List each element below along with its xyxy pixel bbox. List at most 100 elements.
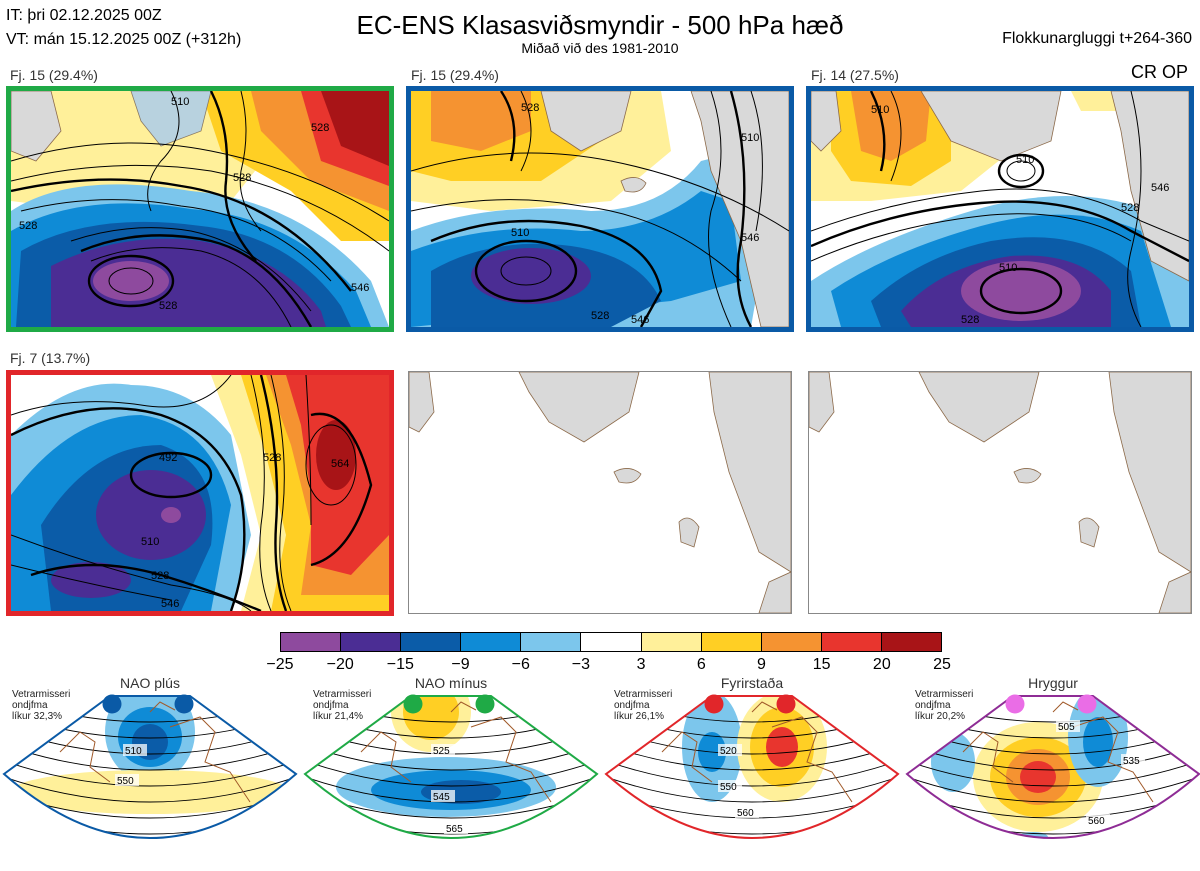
colorbar-segment [520,633,581,651]
colorbar-tick-label: −15 [386,656,414,673]
valid-time: VT: mán 15.12.2025 00Z (+312h) [6,31,242,48]
cluster-map-3: 510 510 528 546 510 528 [806,86,1194,332]
colorbar-tick-label: −3 [571,656,591,673]
regime-marker-dot [1005,694,1025,714]
regime-map-3: 520 550 560 Fyrirstaða Vetrarmisseri ondjfma l… [602,672,902,870]
regime-info-line: Vetrarmisseri [614,689,673,700]
contour-label: 528 [521,102,539,114]
colorbar-segment [700,633,761,651]
colorbar-tick-label: 25 [933,656,951,673]
contour-label: 528 [1121,202,1139,214]
colorbar-segment [880,633,942,651]
colorbar-tick-label: 9 [757,656,766,673]
contour-label: 528 [159,300,177,312]
regime-marker-dot [102,694,122,714]
contour-label: 528 [151,570,169,582]
regime-code: CR OP [1130,62,1188,82]
colorbar-segment [400,633,461,651]
regime-contour-label: 545 [433,792,450,803]
regime-contour-label: 550 [117,776,134,787]
colorbar-tick-label: 6 [696,656,706,673]
regime-info-line: Vetrarmisseri [12,689,71,700]
page-subtitle: Miðað við des 1981-2010 [521,40,679,56]
regime-info-line: Vetrarmisseri [915,689,974,700]
regime-contour-label: 535 [1123,756,1140,767]
regime-contour-label: 565 [446,824,463,835]
colorbar-tick-label: 3 [636,656,646,673]
regime-marker-dot [403,694,423,714]
cluster-map-2: 528 510 546 528 510 546 [406,86,794,332]
regime-map-4: 505 535 560 Hryggur Vetrarmisseri ondjfma líku… [903,672,1200,870]
contour-label: 528 [19,220,37,232]
init-time: IT: þri 02.12.2025 00Z [6,7,162,24]
regime-info-line: ondjfma [915,700,951,711]
colorbar-tick-label: −20 [326,656,354,673]
contour-label: 528 [311,122,329,134]
colorbar-segment [820,633,881,651]
regime-contour-label: 560 [1088,816,1105,827]
colorbar-tick-label: −25 [266,656,294,673]
regime-name: NAO mínus [414,675,488,691]
classification-window: Flokkunargluggi t+264-360 [1002,30,1192,47]
regime-info-line: ondjfma [12,700,48,711]
regime-contour-label: 520 [720,746,737,757]
contour-label: 510 [999,262,1017,274]
regime-info-line: líkur 21,4% [313,711,364,722]
regime-info-line: líkur 26,1% [614,711,665,722]
empty-cluster-map-6 [808,371,1192,614]
contour-label: 546 [351,282,369,294]
colorbar-tick-label: −9 [451,656,470,673]
contour-label: 528 [961,314,979,326]
colorbar-tick-label: 15 [812,656,831,673]
regime-map-2: 525 545 565 NAO mínus Vetrarmisseri ondjfma lí… [301,672,601,870]
contour-label: 528 [263,452,281,464]
regime-info-line: líkur 20,2% [915,711,966,722]
regime-info-line: líkur 32,3% [12,711,63,722]
regime-marker-dot [1077,694,1097,714]
cluster-map-1: 528 510 528 528 546 528 [6,86,394,332]
regime-contour-label: 510 [125,746,142,757]
contour-label: 564 [331,458,349,470]
colorbar-segment [460,633,521,651]
regime-contour-label: 525 [433,746,450,757]
regime-marker-dot [776,694,796,714]
regime-name: Hryggur [1028,675,1078,691]
contour-label: 546 [161,598,179,610]
regime-name: NAO plús [120,675,180,691]
panel-label-2: Fj. 15 (29.4%) [411,67,499,83]
contour-label: 492 [159,452,177,464]
regime-marker-dot [174,694,194,714]
colorbar-tick-label: 20 [872,656,891,673]
cluster-map-4: 492 510 528 546 564 528 [6,370,394,616]
contour-label: 528 [233,172,251,184]
regime-contour-label: 560 [737,808,754,819]
colorbar-tick-label: −6 [511,656,530,673]
contour-label: 546 [631,314,649,326]
regime-contour-label: 505 [1058,722,1075,733]
regime-marker-dot [475,694,495,714]
regime-info-line: Vetrarmisseri [313,689,372,700]
regime-info-line: ondjfma [313,700,349,711]
contour-label: 510 [511,227,529,239]
contour-label: 510 [871,104,889,116]
contour-label: 546 [1151,182,1169,194]
empty-cluster-map-5 [408,371,792,614]
regime-marker-dot [704,694,724,714]
regime-info-line: ondjfma [614,700,650,711]
colorbar-segment [281,633,341,651]
regime-map-1: 510 550 NAO plús Vetrarmisseri ondjfma líkur … [0,672,300,870]
colorbar-segment [640,633,701,651]
anomaly-colorbar [280,632,942,652]
contour-label: 510 [171,96,189,108]
regime-name: Fyrirstaða [720,675,784,691]
contour-label: 528 [591,310,609,322]
panel-label-1: Fj. 15 (29.4%) [10,67,98,83]
panel-label-4: Fj. 7 (13.7%) [10,350,91,366]
contour-label: 510 [141,536,159,548]
colorbar-segment [340,633,401,651]
contour-label: 510 [741,132,759,144]
contour-label: 546 [741,232,759,244]
page-title: EC-ENS Klasasviðsmyndir - 500 hPa hæð [356,10,844,40]
colorbar-segment [580,633,641,651]
regime-contour-label: 550 [720,782,737,793]
